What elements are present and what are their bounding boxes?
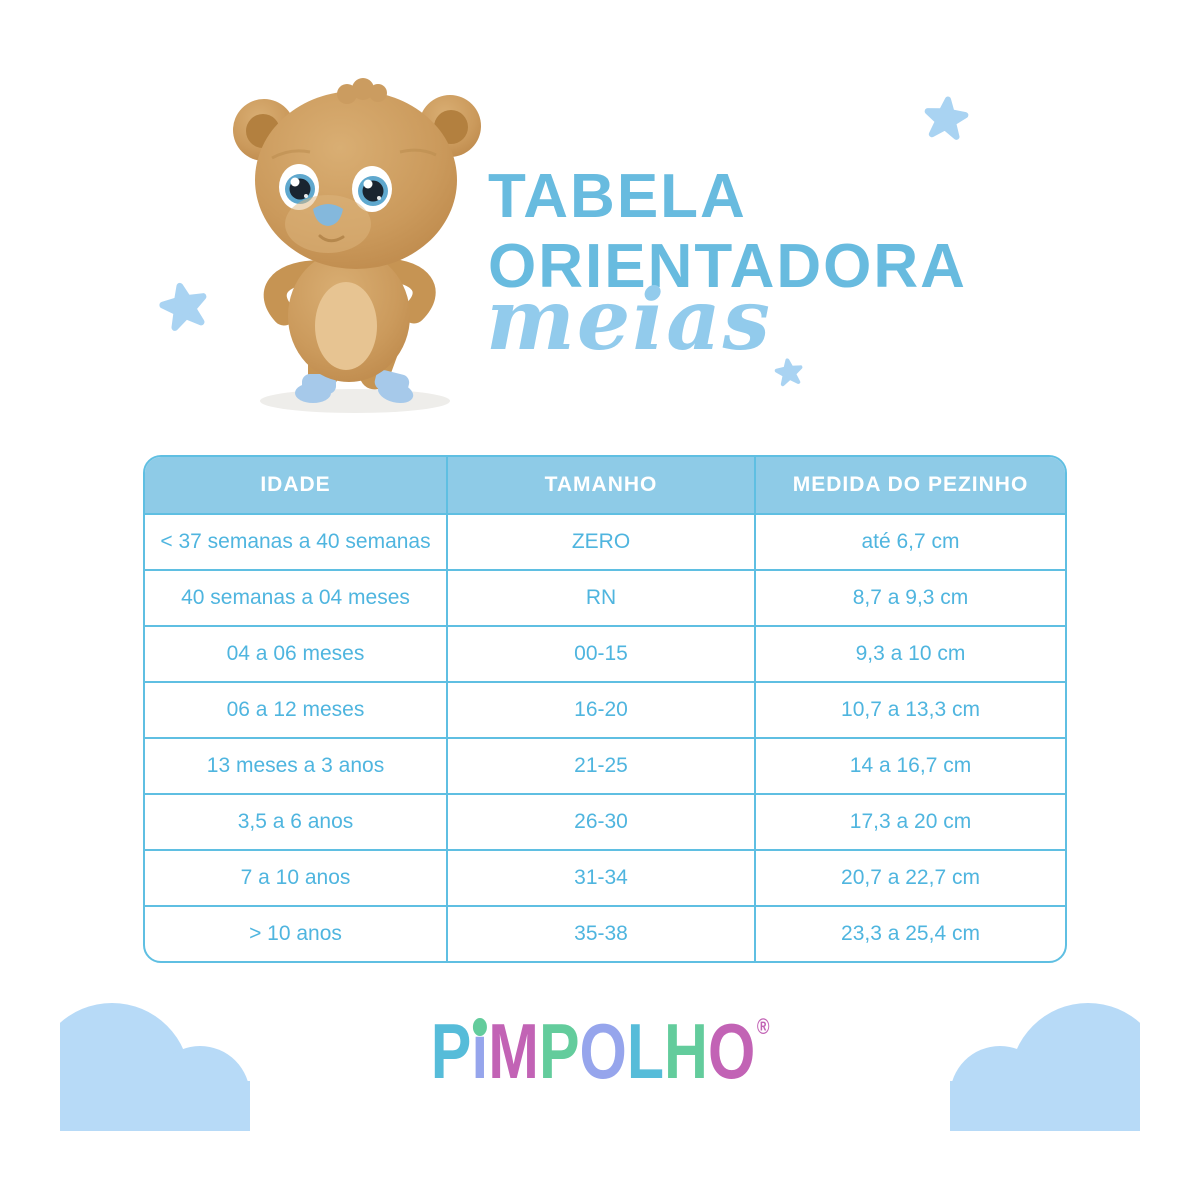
logo-letter-p1: P — [430, 1007, 472, 1095]
cell-tamanho: 26-30 — [446, 795, 754, 849]
size-guide-table: IDADE TAMANHO MEDIDA DO PEZINHO < 37 sem… — [143, 455, 1067, 963]
brand-logo: Pi MPOLHO® — [0, 1012, 1200, 1090]
table-header-row: IDADE TAMANHO MEDIDA DO PEZINHO — [145, 457, 1065, 513]
table-row: 06 a 12 meses 16-20 10,7 a 13,3 cm — [145, 681, 1065, 737]
cell-medida: 9,3 a 10 cm — [754, 627, 1065, 681]
cell-medida: até 6,7 cm — [754, 515, 1065, 569]
cell-tamanho: 16-20 — [446, 683, 754, 737]
logo-letter-p2: P — [538, 1007, 580, 1095]
logo-i-dot — [472, 1018, 487, 1036]
table-row: 13 meses a 3 anos 21-25 14 a 16,7 cm — [145, 737, 1065, 793]
cell-tamanho: 31-34 — [446, 851, 754, 905]
cell-tamanho: RN — [446, 571, 754, 625]
cell-medida: 8,7 a 9,3 cm — [754, 571, 1065, 625]
page-subtitle-meias: meias — [486, 270, 772, 369]
star-icon-top-right — [924, 96, 969, 140]
cell-idade: 06 a 12 meses — [226, 698, 365, 721]
bear-shadow — [260, 389, 450, 413]
cell-idade: 13 meses a 3 anos — [206, 754, 385, 777]
registered-trademark-symbol: ® — [756, 1014, 770, 1039]
page-title-line1: TABELA — [488, 162, 747, 231]
cell-medida: 17,3 a 20 cm — [754, 795, 1065, 849]
logo-letter-o1: O — [579, 1007, 627, 1095]
right-sock-icon — [374, 370, 414, 404]
column-header-tamanho: TAMANHO — [446, 457, 754, 513]
table-row: > 10 anos 35-38 23,3 a 25,4 cm — [145, 905, 1065, 961]
table-row: < 37 semanas a 40 semanas ZERO até 6,7 c… — [145, 513, 1065, 569]
bear-nose — [313, 204, 343, 226]
cell-tamanho: 00-15 — [446, 627, 754, 681]
cell-idade: 04 a 06 meses — [226, 642, 365, 665]
cell-tamanho: ZERO — [446, 515, 754, 569]
cell-idade: 3,5 a 6 anos — [237, 810, 354, 833]
cell-idade: > 10 anos — [249, 922, 342, 945]
table-row: 7 a 10 anos 31-34 20,7 a 22,7 cm — [145, 849, 1065, 905]
teddy-bear-mascot-icon — [233, 78, 481, 413]
cloud-shape-left — [60, 1003, 250, 1131]
table-row: 40 semanas a 04 meses RN 8,7 a 9,3 cm — [145, 569, 1065, 625]
logo-letter-i: i — [471, 1007, 489, 1095]
column-header-medida: MEDIDA DO PEZINHO — [754, 457, 1065, 513]
cell-idade: 7 a 10 anos — [240, 866, 351, 889]
cell-medida: 23,3 a 25,4 cm — [754, 907, 1065, 961]
logo-letter-h: H — [663, 1007, 708, 1095]
cell-idade: < 37 semanas a 40 semanas — [160, 530, 431, 553]
logo-letter-o2: O — [707, 1007, 756, 1095]
cell-tamanho: 35-38 — [446, 907, 754, 961]
page-title-line2: ORIENTADORA — [488, 232, 967, 301]
logo-letter-m: M — [488, 1007, 539, 1095]
cell-tamanho: 21-25 — [446, 739, 754, 793]
table-row: 04 a 06 meses 00-15 9,3 a 10 cm — [145, 625, 1065, 681]
star-icon-left — [159, 282, 207, 331]
cell-medida: 20,7 a 22,7 cm — [754, 851, 1065, 905]
cloud-shape-right — [950, 1003, 1140, 1131]
table-row: 3,5 a 6 anos 26-30 17,3 a 20 cm — [145, 793, 1065, 849]
star-icon-small — [774, 358, 803, 387]
cell-medida: 10,7 a 13,3 cm — [754, 683, 1065, 737]
column-header-idade: IDADE — [260, 473, 331, 496]
left-sock-icon — [295, 374, 336, 403]
cell-medida: 14 a 16,7 cm — [754, 739, 1065, 793]
logo-letter-l: L — [626, 1007, 664, 1095]
cell-idade: 40 semanas a 04 meses — [181, 586, 410, 609]
